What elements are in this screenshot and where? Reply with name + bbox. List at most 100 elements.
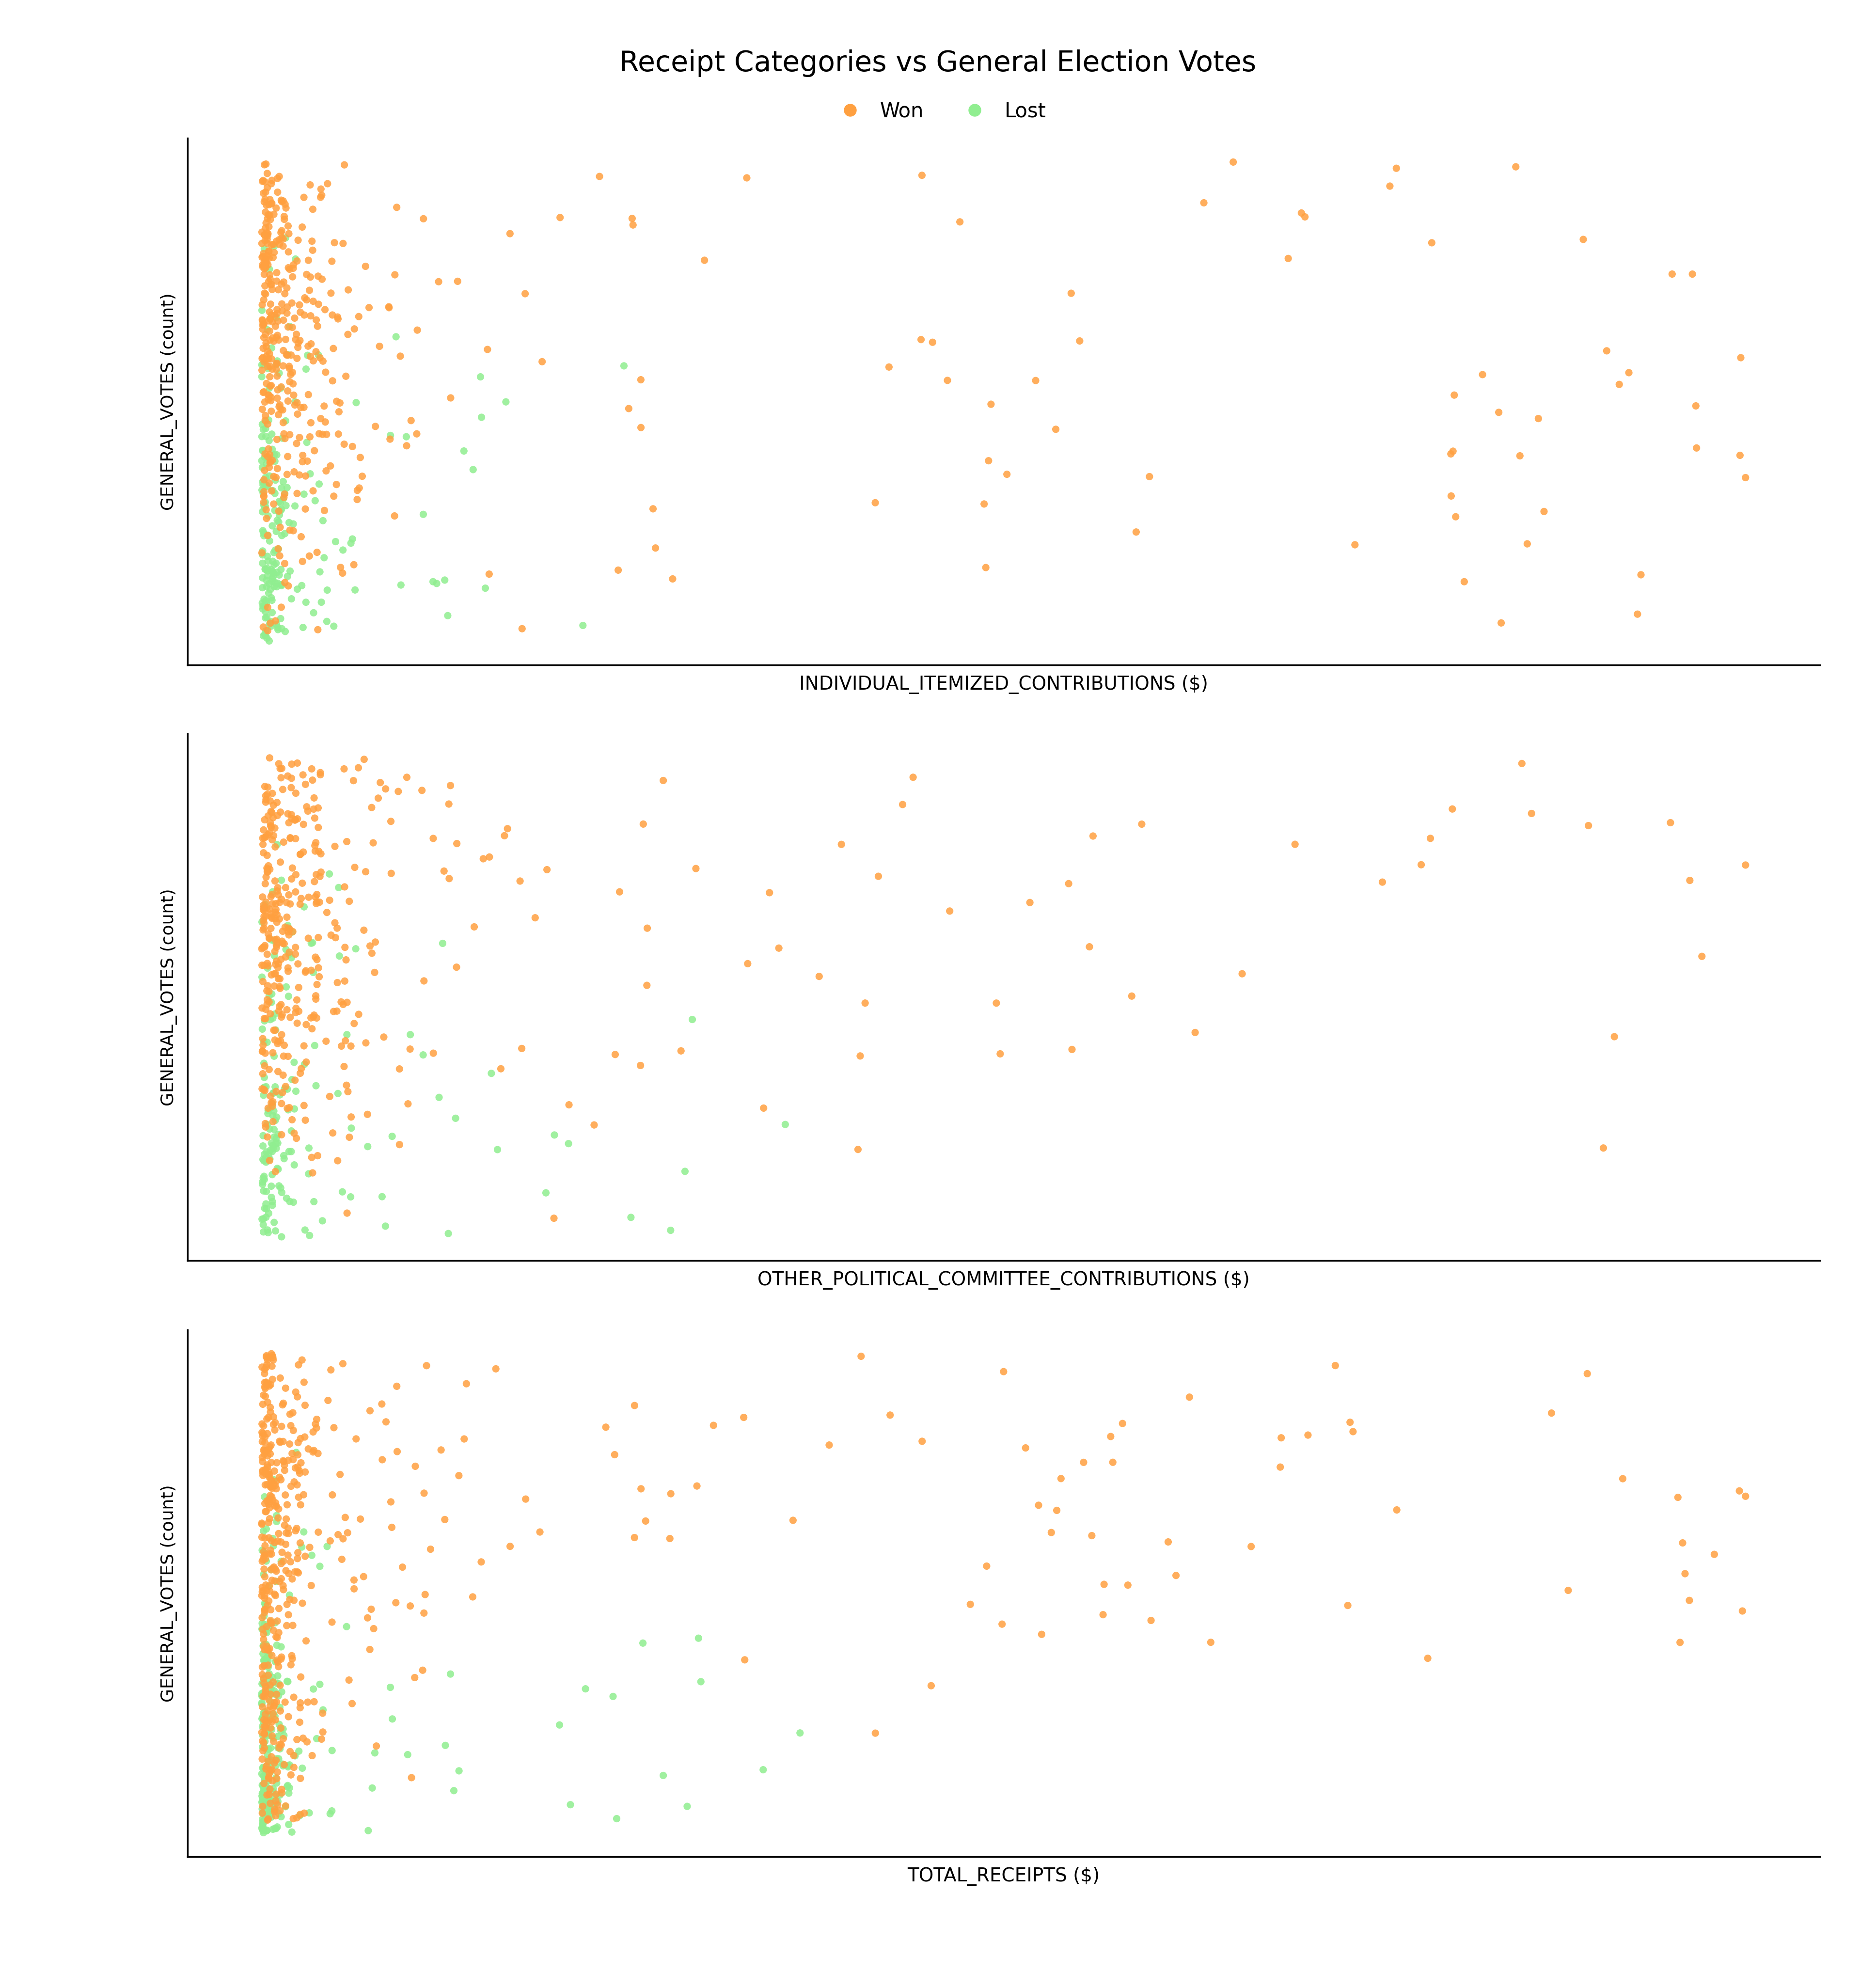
Point xyxy=(257,1754,287,1786)
Point xyxy=(1553,1574,1583,1606)
Point xyxy=(1439,379,1469,410)
Point xyxy=(248,1121,278,1152)
Point xyxy=(396,1762,426,1793)
Point xyxy=(257,187,287,219)
Point xyxy=(248,1786,278,1817)
Point xyxy=(364,331,394,363)
Point xyxy=(251,1788,281,1819)
Point xyxy=(278,1415,308,1446)
Point xyxy=(278,852,308,884)
Point xyxy=(250,1061,280,1093)
Point xyxy=(330,965,360,996)
Point xyxy=(289,1797,319,1829)
Point xyxy=(250,284,280,316)
Point xyxy=(475,558,505,590)
Point xyxy=(540,1119,570,1150)
Point xyxy=(274,1750,304,1782)
Point xyxy=(261,310,291,341)
Point xyxy=(250,1539,280,1571)
Point xyxy=(265,1797,295,1829)
Point xyxy=(251,1352,281,1383)
Point xyxy=(251,1026,281,1058)
Point xyxy=(278,312,308,343)
Point xyxy=(250,1801,280,1833)
Point xyxy=(248,1614,278,1645)
Point xyxy=(251,862,281,894)
Point xyxy=(276,1736,306,1768)
Point xyxy=(274,937,304,969)
Point xyxy=(259,1456,289,1488)
Point xyxy=(274,385,304,416)
Point xyxy=(251,1403,281,1434)
Point xyxy=(251,1770,281,1801)
Point xyxy=(887,789,917,821)
Point xyxy=(263,306,293,337)
Point xyxy=(1726,341,1756,373)
Point xyxy=(992,458,1022,489)
Point xyxy=(253,819,283,850)
Point xyxy=(591,1411,621,1442)
Point xyxy=(259,1014,289,1046)
Point xyxy=(289,300,319,331)
Point xyxy=(255,1673,285,1705)
Point xyxy=(308,1717,338,1748)
Point xyxy=(253,986,283,1018)
Point xyxy=(250,1537,280,1569)
Point xyxy=(433,789,463,821)
Point xyxy=(283,225,313,256)
Point xyxy=(332,1198,362,1229)
Point xyxy=(255,981,285,1012)
Point xyxy=(278,515,308,547)
Point xyxy=(298,957,328,988)
Point xyxy=(1600,1020,1630,1052)
Point xyxy=(281,996,311,1028)
Point xyxy=(255,288,285,320)
Point xyxy=(1589,1133,1619,1164)
Point xyxy=(343,300,373,331)
Point xyxy=(340,852,370,884)
Point xyxy=(268,927,298,959)
Point xyxy=(251,1718,281,1750)
Point xyxy=(261,929,291,961)
Point xyxy=(325,387,355,418)
Point xyxy=(257,1565,287,1596)
Point xyxy=(670,1156,700,1188)
Point xyxy=(251,1340,281,1371)
Point xyxy=(317,1480,347,1511)
Point xyxy=(734,947,764,979)
Point xyxy=(255,1594,285,1626)
Point xyxy=(250,1543,280,1574)
Point xyxy=(319,333,349,365)
Point xyxy=(302,1722,332,1754)
Point xyxy=(295,458,325,489)
Point xyxy=(272,902,302,933)
Point xyxy=(270,616,300,647)
Point xyxy=(253,219,283,251)
Point xyxy=(300,981,330,1012)
Point xyxy=(379,258,409,290)
Point xyxy=(1441,501,1471,533)
Point xyxy=(255,1701,285,1732)
Point xyxy=(336,1101,366,1133)
Point xyxy=(250,1107,280,1138)
Point xyxy=(251,939,281,971)
Point xyxy=(257,888,287,919)
Point xyxy=(409,203,439,235)
Point xyxy=(253,1752,283,1784)
Point xyxy=(289,809,319,840)
Point xyxy=(439,1776,469,1807)
Point xyxy=(257,562,287,594)
Point xyxy=(263,963,293,994)
Point xyxy=(250,404,280,436)
Point xyxy=(281,574,311,606)
Point xyxy=(253,444,283,475)
Point xyxy=(257,274,287,306)
Point xyxy=(263,880,293,912)
Point xyxy=(250,912,280,943)
Point xyxy=(336,1182,366,1213)
Point xyxy=(315,1797,345,1829)
Point xyxy=(917,326,947,357)
Point xyxy=(311,418,341,450)
Point xyxy=(315,278,345,310)
Point xyxy=(266,1642,296,1673)
